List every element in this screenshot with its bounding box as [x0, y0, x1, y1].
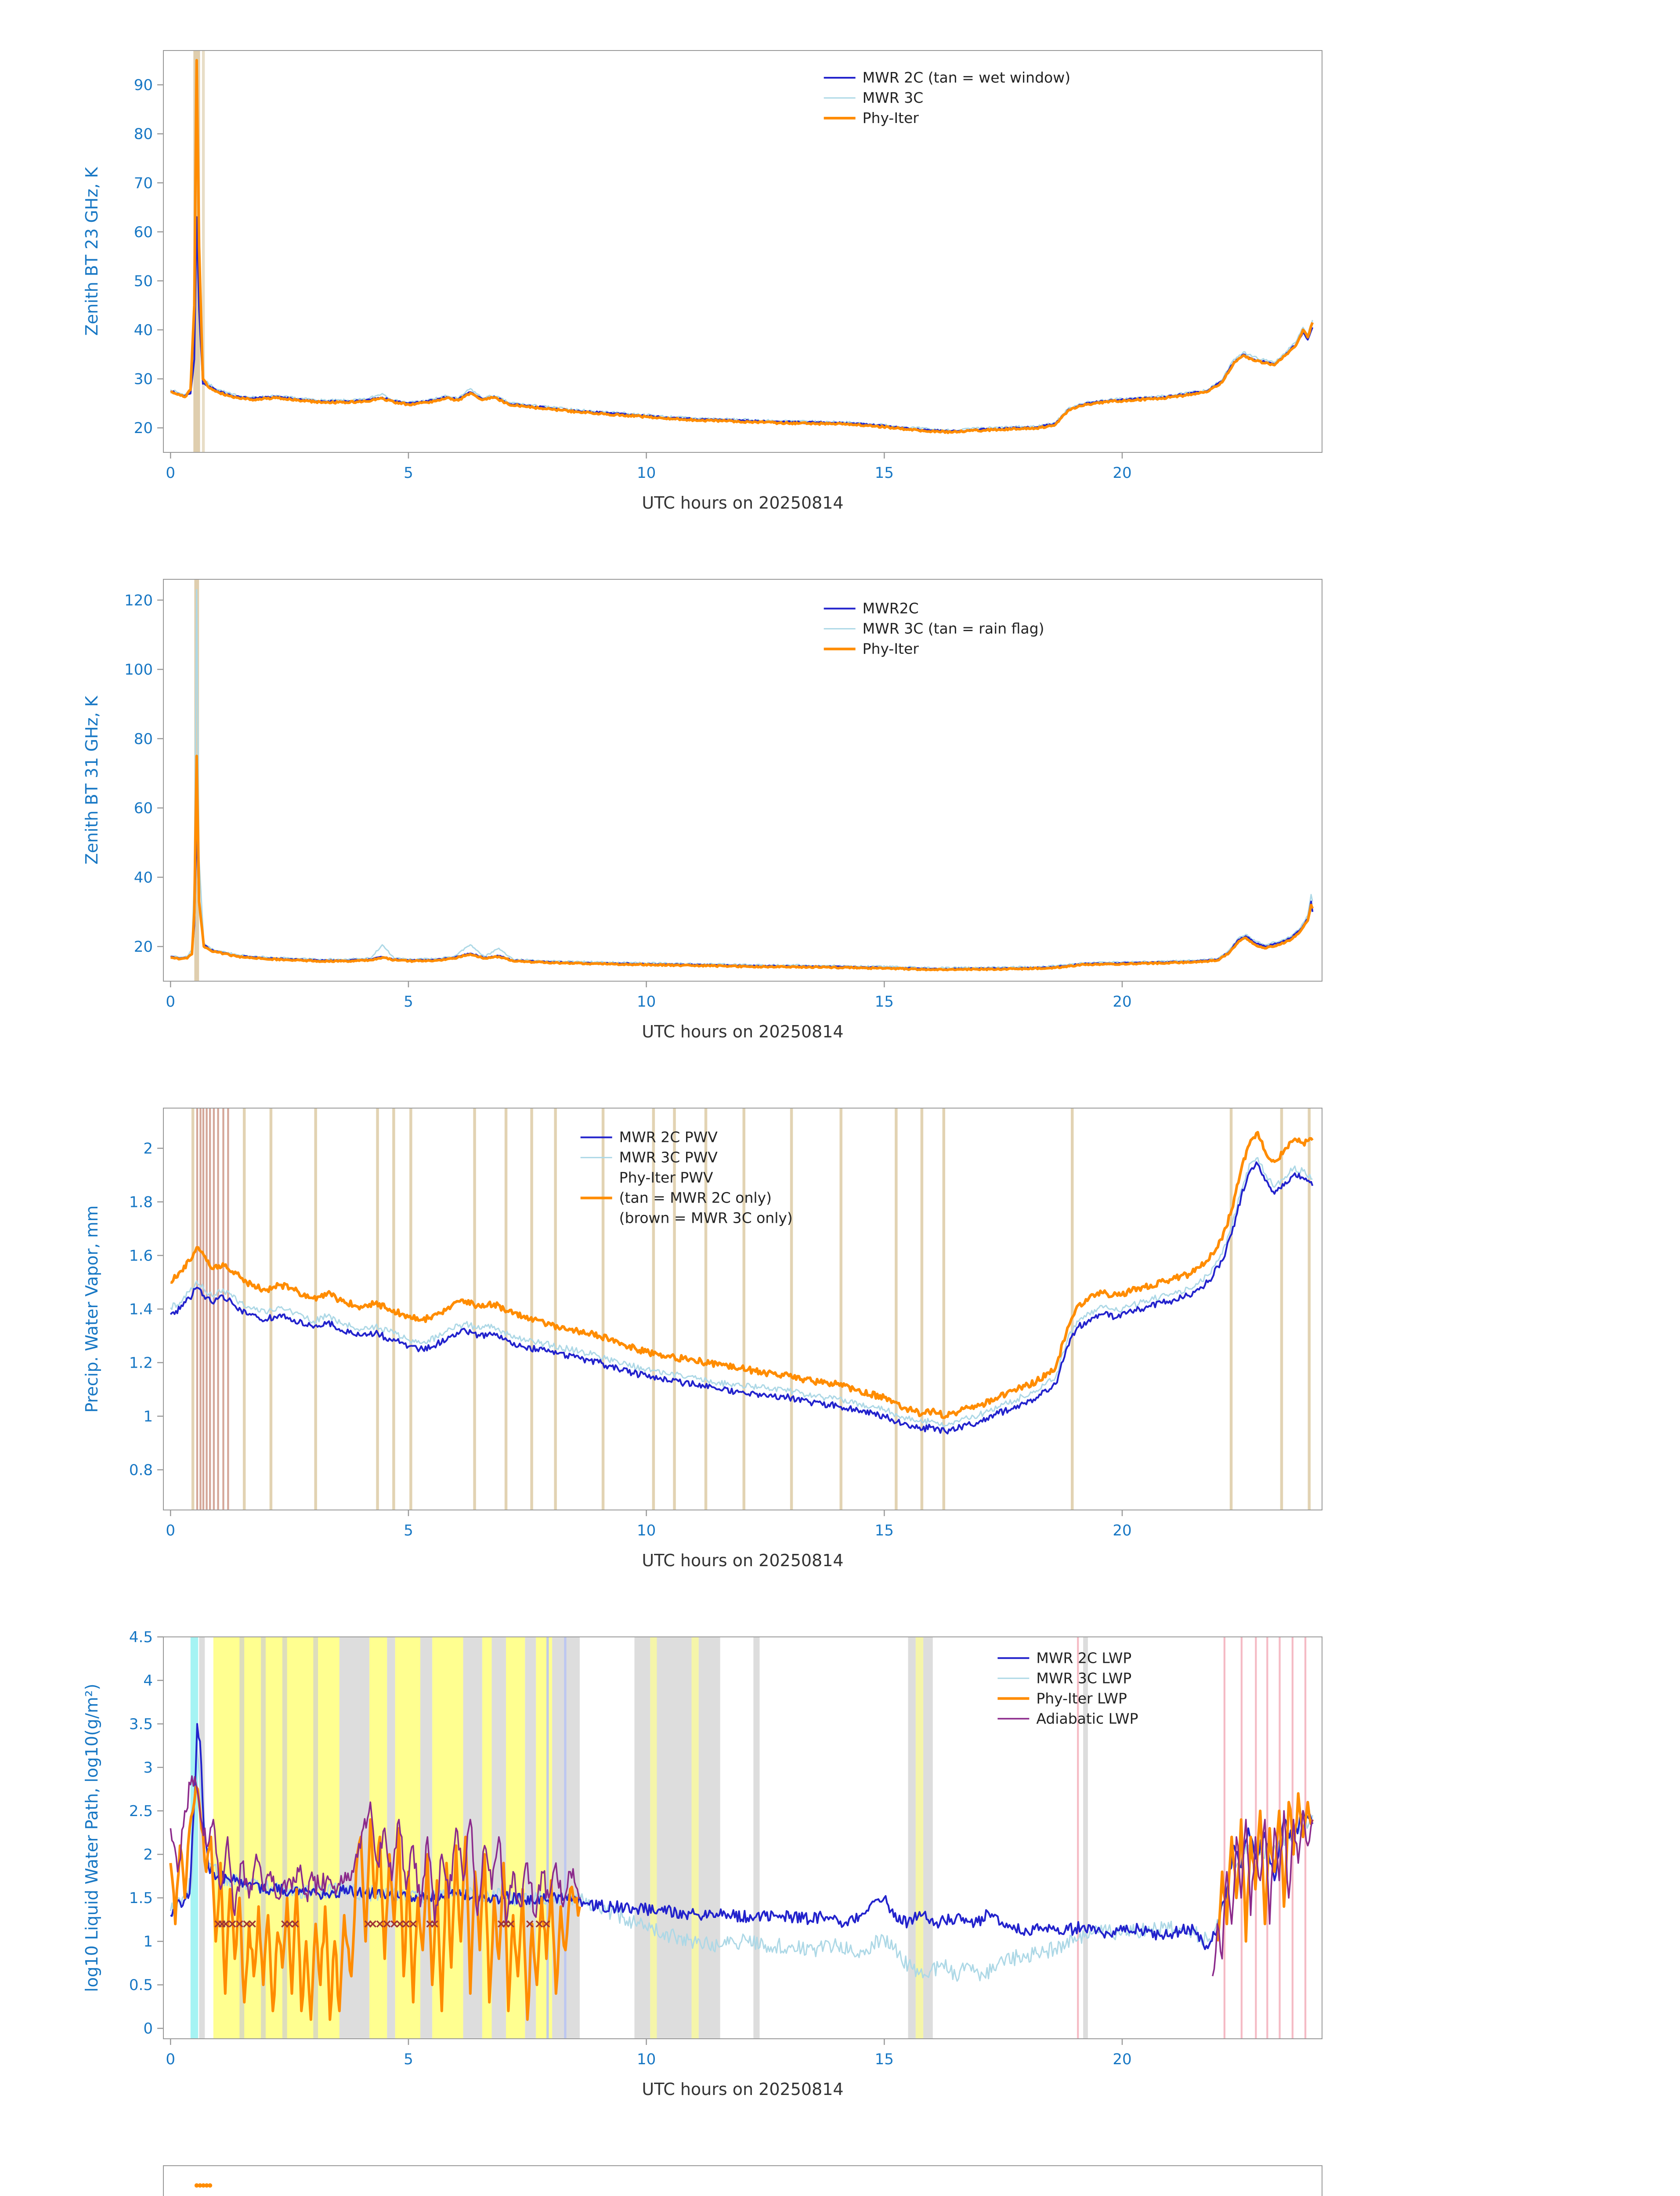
- svg-text:1.6: 1.6: [129, 1247, 153, 1265]
- svg-text:Zenith BT 23 GHz, K: Zenith BT 23 GHz, K: [82, 166, 101, 336]
- svg-text:0.5: 0.5: [129, 1976, 153, 1994]
- svg-text:1: 1: [143, 1933, 153, 1950]
- svg-text:15: 15: [875, 993, 894, 1011]
- svg-text:90: 90: [134, 76, 153, 94]
- svg-text:Phy-Iter PWV: Phy-Iter PWV: [619, 1169, 713, 1186]
- svg-text:20: 20: [134, 419, 153, 437]
- svg-text:1.2: 1.2: [129, 1354, 153, 1372]
- svg-text:1.8: 1.8: [129, 1194, 153, 1211]
- zenith-bt-23-chart: 0 5 10 15 20 20 30 40 50 60 70 80 90 UTC hours on 202…: [82, 50, 1322, 513]
- svg-text:MWR 3C (tan = rain flag): MWR 3C (tan = rain flag): [863, 620, 1044, 637]
- svg-text:1: 1: [143, 1408, 153, 1426]
- svg-text:0: 0: [166, 993, 175, 1011]
- svg-text:0: 0: [166, 464, 175, 482]
- svg-text:0.8: 0.8: [129, 1462, 153, 1479]
- svg-text:60: 60: [134, 224, 153, 241]
- svg-text:Adiabatic LWP: Adiabatic LWP: [1036, 1710, 1138, 1727]
- svg-text:1.4: 1.4: [129, 1301, 153, 1318]
- zenith-bt-31-chart: 0 5 10 15 20 20 40 60 80 100 120 UTC hours on 20250…: [82, 579, 1322, 1041]
- svg-text:20: 20: [134, 938, 153, 956]
- svg-text:15: 15: [875, 1522, 894, 1539]
- svg-text:UTC hours on 20250814: UTC hours on 20250814: [642, 2080, 843, 2099]
- svg-text:MWR 3C PWV: MWR 3C PWV: [619, 1149, 718, 1166]
- svg-text:UTC hours on 20250814: UTC hours on 20250814: [642, 493, 843, 513]
- svg-text:5: 5: [404, 993, 413, 1011]
- svg-text:10: 10: [637, 2051, 656, 2068]
- dq-flag-chart: 051015200246810UTC hours on 20250814MWR …: [163, 2165, 1322, 2196]
- svg-text:4: 4: [143, 1672, 153, 1690]
- svg-text:80: 80: [134, 126, 153, 143]
- svg-text:MWR 3C LWP: MWR 3C LWP: [1036, 1669, 1131, 1687]
- svg-text:2: 2: [143, 1846, 153, 1864]
- svg-text:50: 50: [134, 272, 153, 290]
- svg-text:MWR 2C PWV: MWR 2C PWV: [619, 1129, 718, 1146]
- svg-text:Precip. Water Vapor, mm: Precip. Water Vapor, mm: [82, 1205, 101, 1412]
- svg-text:70: 70: [134, 174, 153, 192]
- svg-text:UTC hours on 20250814: UTC hours on 20250814: [642, 1022, 843, 1041]
- svg-text:UTC hours on 20250814: UTC hours on 20250814: [642, 1551, 843, 1570]
- svg-text:10: 10: [637, 1522, 656, 1539]
- svg-text:60: 60: [134, 800, 153, 817]
- svg-text:20: 20: [1113, 993, 1131, 1011]
- svg-text:MWR2C: MWR2C: [863, 600, 919, 617]
- svg-text:20: 20: [1113, 1522, 1131, 1539]
- panel-zenith-bt-31: 0 5 10 15 20 20 40 60 80 100 120 UTC hours on 20250…: [0, 529, 1680, 1058]
- svg-text:15: 15: [875, 464, 894, 482]
- svg-text:2.5: 2.5: [129, 1802, 153, 1820]
- svg-text:MWR 3C: MWR 3C: [863, 89, 924, 106]
- svg-text:30: 30: [134, 371, 153, 388]
- svg-text:MWR 2C LWP: MWR 2C LWP: [1036, 1649, 1131, 1666]
- svg-text:5: 5: [404, 2051, 413, 2068]
- svg-text:100: 100: [124, 661, 153, 679]
- svg-text:10: 10: [637, 993, 656, 1011]
- svg-text:3: 3: [143, 1759, 153, 1777]
- svg-text:1.5: 1.5: [129, 1889, 153, 1907]
- svg-text:(brown = MWR 3C only): (brown = MWR 3C only): [619, 1210, 793, 1227]
- panel-liquid-water-path: 0 5 10 15 20 0 0.5 1 1.5 2 2.5 3 3.5 4 4.5 UTC hours on…: [0, 1586, 1680, 2115]
- svg-text:MWR 2C (tan = wet window): MWR 2C (tan = wet window): [863, 69, 1070, 86]
- svg-text:10: 10: [637, 464, 656, 482]
- svg-text:0: 0: [166, 2051, 175, 2068]
- panel-precip-water-vapor: 0 5 10 15 20 0.8 1 1.2 1.4 1.6 1.8 2 UTC hours on 20…: [0, 1058, 1680, 1586]
- panel-zenith-bt-23: 0 5 10 15 20 20 30 40 50 60 70 80 90 UTC hours on 202…: [0, 0, 1680, 529]
- svg-text:20: 20: [1113, 2051, 1131, 2068]
- svg-text:Zenith BT 31 GHz, K: Zenith BT 31 GHz, K: [82, 695, 101, 864]
- svg-text:4.5: 4.5: [129, 1629, 153, 1646]
- svg-text:2: 2: [143, 1140, 153, 1158]
- svg-text:15: 15: [875, 2051, 894, 2068]
- svg-text:5: 5: [404, 1522, 413, 1539]
- svg-text:3.5: 3.5: [129, 1716, 153, 1733]
- svg-text:5: 5: [404, 464, 413, 482]
- svg-text:log10 Liquid Water Path, log10: log10 Liquid Water Path, log10(g/m²): [82, 1683, 101, 1992]
- svg-text:(tan = MWR 2C only): (tan = MWR 2C only): [619, 1189, 772, 1206]
- svg-text:0: 0: [143, 2020, 153, 2037]
- svg-text:Phy-Iter: Phy-Iter: [863, 640, 919, 657]
- panel-dq-flag: 051015200246810UTC hours on 20250814MWR …: [0, 2115, 1680, 2196]
- svg-text:40: 40: [134, 321, 153, 339]
- svg-text:Phy-Iter: Phy-Iter: [863, 109, 919, 126]
- svg-text:Phy-Iter LWP: Phy-Iter LWP: [1036, 1690, 1127, 1707]
- svg-text:20: 20: [1113, 464, 1131, 482]
- svg-text:120: 120: [124, 592, 153, 609]
- svg-text:40: 40: [134, 869, 153, 886]
- liquid-water-path-chart: 0 5 10 15 20 0 0.5 1 1.5 2 2.5 3 3.5 4 4.5 UTC hours on…: [82, 1629, 1322, 2099]
- precip-water-vapor-chart: 0 5 10 15 20 0.8 1 1.2 1.4 1.6 1.8 2 UTC hours on 20…: [82, 1108, 1322, 1570]
- svg-text:80: 80: [134, 730, 153, 748]
- svg-text:0: 0: [166, 1522, 175, 1539]
